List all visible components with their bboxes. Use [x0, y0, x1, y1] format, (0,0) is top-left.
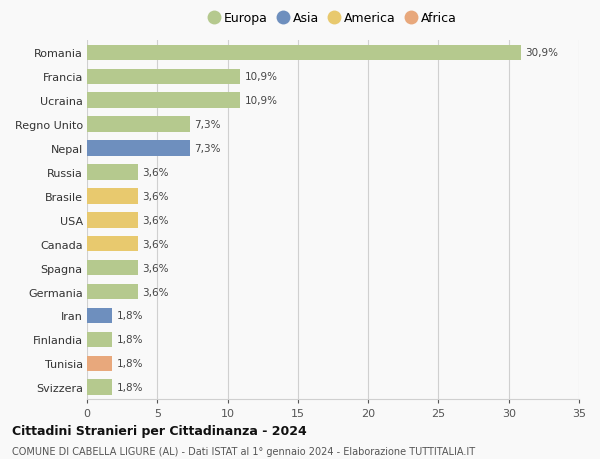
Bar — [87, 69, 240, 85]
Bar — [87, 45, 521, 61]
Bar — [87, 189, 137, 204]
Bar — [87, 236, 137, 252]
Bar — [87, 356, 112, 371]
Bar — [87, 141, 190, 157]
Text: 1,8%: 1,8% — [116, 311, 143, 321]
Text: 1,8%: 1,8% — [116, 335, 143, 345]
Text: 30,9%: 30,9% — [526, 48, 559, 58]
Bar — [87, 380, 112, 395]
Bar — [87, 284, 137, 300]
Text: 3,6%: 3,6% — [142, 215, 169, 225]
Bar — [87, 117, 190, 133]
Bar — [87, 213, 137, 228]
Text: 3,6%: 3,6% — [142, 239, 169, 249]
Text: Cittadini Stranieri per Cittadinanza - 2024: Cittadini Stranieri per Cittadinanza - 2… — [12, 425, 307, 437]
Bar — [87, 308, 112, 324]
Text: 10,9%: 10,9% — [244, 96, 277, 106]
Bar — [87, 260, 137, 276]
Text: 3,6%: 3,6% — [142, 287, 169, 297]
Bar — [87, 332, 112, 347]
Text: 7,3%: 7,3% — [194, 144, 220, 154]
Legend: Europa, Asia, America, Africa: Europa, Asia, America, Africa — [206, 10, 460, 28]
Text: COMUNE DI CABELLA LIGURE (AL) - Dati ISTAT al 1° gennaio 2024 - Elaborazione TUT: COMUNE DI CABELLA LIGURE (AL) - Dati IST… — [12, 446, 475, 456]
Text: 10,9%: 10,9% — [244, 72, 277, 82]
Text: 3,6%: 3,6% — [142, 263, 169, 273]
Text: 3,6%: 3,6% — [142, 168, 169, 178]
Text: 3,6%: 3,6% — [142, 191, 169, 202]
Bar — [87, 165, 137, 180]
Bar — [87, 93, 240, 109]
Text: 1,8%: 1,8% — [116, 382, 143, 392]
Text: 7,3%: 7,3% — [194, 120, 220, 130]
Text: 1,8%: 1,8% — [116, 358, 143, 369]
